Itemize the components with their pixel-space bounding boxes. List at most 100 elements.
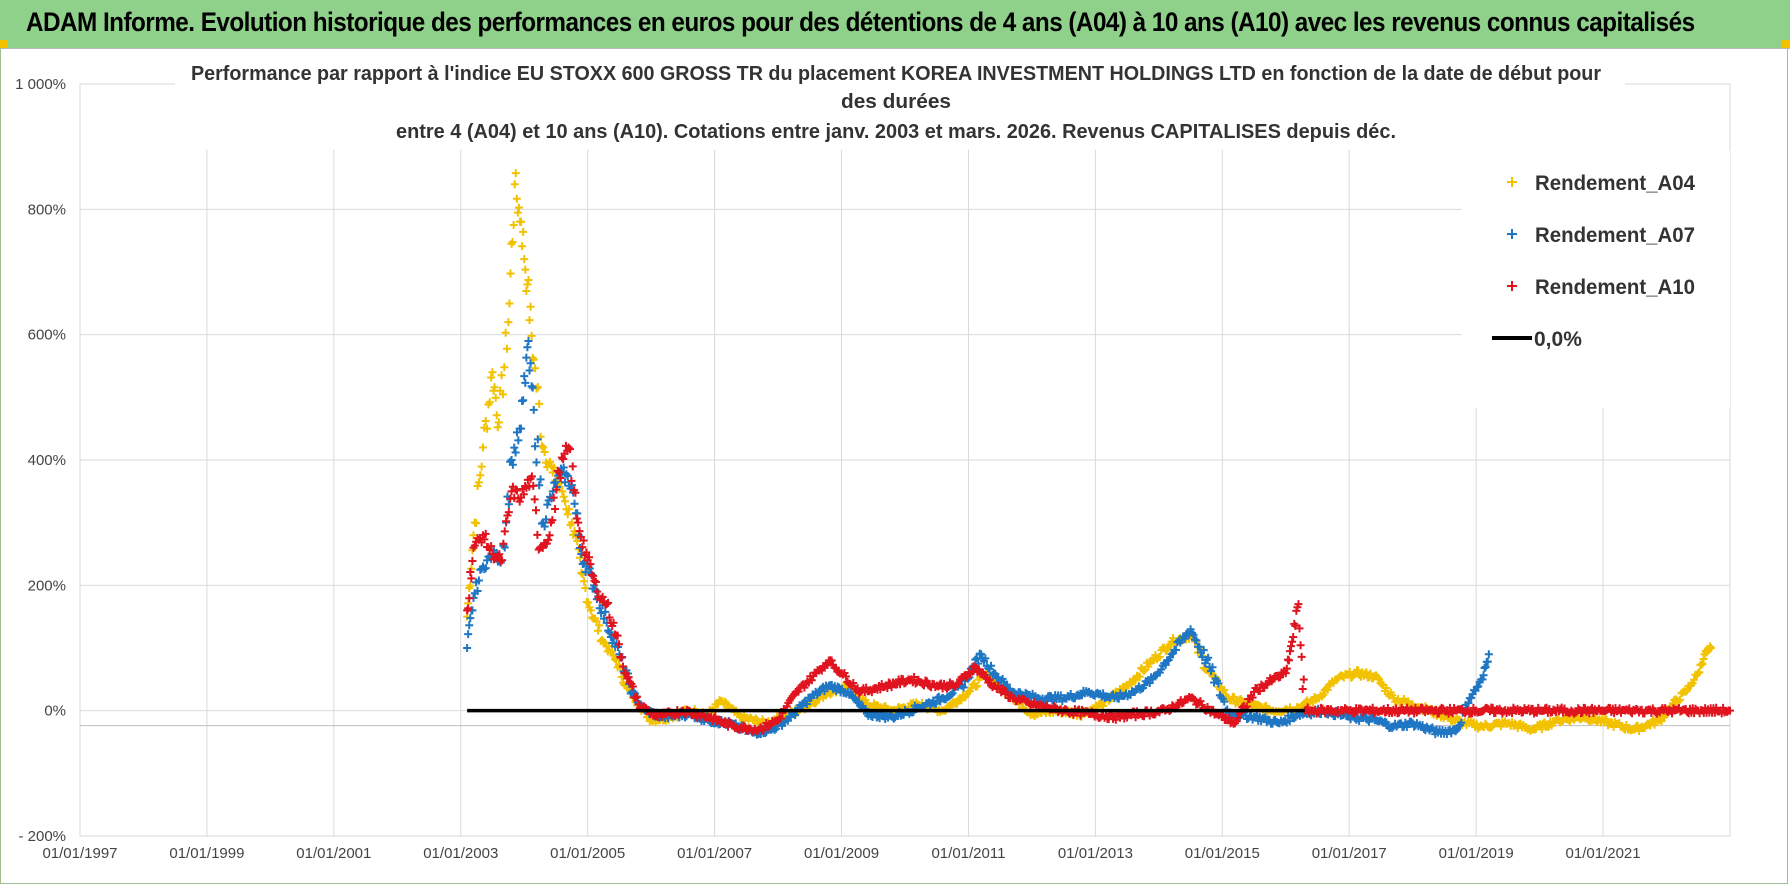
data-point-interp xyxy=(535,399,544,408)
data-point-interp xyxy=(519,227,528,236)
data-point-interp xyxy=(1382,684,1391,693)
data-point-interp xyxy=(628,682,637,691)
data-point-interp xyxy=(826,690,835,699)
data-point-interp xyxy=(617,653,626,662)
chart-title-line: entre 4 (A04) et 10 ans (A10). Cotations… xyxy=(396,121,1396,143)
data-point-interp xyxy=(721,697,730,706)
data-point-interp xyxy=(521,378,530,387)
x-tick-label: 01/01/2003 xyxy=(423,845,498,862)
data-point-interp xyxy=(525,316,534,325)
data-point xyxy=(1706,644,1715,652)
data-point-interp xyxy=(477,462,486,471)
data-point xyxy=(478,443,487,452)
data-point-interp xyxy=(566,445,575,454)
data-point-interp xyxy=(1127,680,1136,689)
x-tick-label: 01/01/1997 xyxy=(42,845,117,862)
data-point-interp xyxy=(1230,693,1239,702)
data-point-interp xyxy=(1144,662,1153,671)
data-point-interp xyxy=(947,690,956,699)
data-point-interp xyxy=(1111,715,1120,724)
data-point-interp xyxy=(476,471,485,480)
data-point xyxy=(494,418,503,427)
data-point-interp xyxy=(613,631,622,640)
data-point-interp xyxy=(540,448,549,457)
y-tick-label: 0% xyxy=(44,703,66,720)
data-point xyxy=(523,343,532,352)
x-tick-label: 01/01/2013 xyxy=(1058,845,1133,862)
data-point-interp xyxy=(1171,646,1180,655)
data-point-interp xyxy=(657,712,666,721)
data-point-interp xyxy=(538,543,547,552)
data-point-interp xyxy=(542,539,551,548)
data-point-interp xyxy=(548,516,557,525)
x-tick-label: 01/01/2005 xyxy=(550,845,625,862)
data-point-interp xyxy=(807,676,816,685)
data-point-interp xyxy=(1161,660,1170,669)
data-point-interp xyxy=(817,666,826,675)
data-point xyxy=(510,180,519,189)
data-point-interp xyxy=(559,455,568,463)
data-point-interp xyxy=(559,463,568,472)
data-point-interp xyxy=(1225,713,1234,722)
data-point-interp xyxy=(466,568,475,577)
data-point-interp xyxy=(1375,675,1384,684)
data-point xyxy=(586,606,595,615)
data-point-interp xyxy=(974,665,983,674)
data-point-interp xyxy=(1479,671,1488,680)
data-point-interp xyxy=(563,472,572,481)
data-point xyxy=(555,468,564,477)
data-point-interp xyxy=(581,568,590,577)
data-point-interp xyxy=(810,699,819,708)
y-tick-label: 800% xyxy=(28,201,66,218)
banner-corner-right xyxy=(1782,40,1790,48)
data-point-interp xyxy=(1199,646,1208,655)
data-point-interp xyxy=(519,490,528,499)
data-point-interp xyxy=(527,331,536,340)
data-point xyxy=(1294,600,1303,609)
data-point-interp xyxy=(1319,690,1328,699)
data-point-interp xyxy=(504,508,513,517)
data-point-interp xyxy=(812,698,821,707)
data-point-interp xyxy=(597,609,606,618)
data-point-interp xyxy=(552,485,561,494)
data-point-interp xyxy=(510,443,519,452)
data-point-interp xyxy=(601,607,610,616)
data-point-interp xyxy=(514,203,523,212)
data-point-interp xyxy=(506,269,515,278)
data-point-interp xyxy=(528,383,537,392)
data-point-interp xyxy=(802,700,811,709)
data-point-interp xyxy=(841,672,850,681)
data-point-interp xyxy=(757,726,766,735)
data-point-interp xyxy=(524,337,533,346)
data-point xyxy=(498,556,507,565)
data-point-interp xyxy=(599,614,608,623)
data-point-interp xyxy=(466,581,475,590)
data-point-interp xyxy=(474,478,483,487)
chart-title: Performance par rapport à l'indice EU ST… xyxy=(191,63,1601,143)
data-point-interp xyxy=(522,353,531,362)
data-point-interp xyxy=(487,542,496,551)
banner-corner-left xyxy=(0,40,8,48)
data-point-interp xyxy=(722,699,731,708)
data-point-interp xyxy=(1457,718,1466,727)
data-point xyxy=(977,650,986,659)
data-point-interp xyxy=(495,550,504,559)
data-point-interp xyxy=(575,553,584,562)
data-point-interp xyxy=(530,495,539,504)
legend-label: 0,0% xyxy=(1534,328,1582,351)
data-point-interp xyxy=(1297,652,1306,661)
data-point-interp xyxy=(1161,647,1170,656)
chart-title-line: des durées xyxy=(841,91,951,113)
data-point-interp xyxy=(493,423,502,432)
data-point-interp xyxy=(470,541,479,550)
data-point-interp xyxy=(549,493,558,502)
data-point-interp xyxy=(589,571,598,580)
data-point-interp xyxy=(1657,717,1666,726)
data-point xyxy=(1288,637,1297,646)
data-point-interp xyxy=(794,687,803,696)
data-point-interp xyxy=(567,476,576,485)
title-bg xyxy=(175,58,1625,150)
data-point-interp xyxy=(527,382,536,391)
data-point-interp xyxy=(483,556,492,565)
data-point-interp xyxy=(563,510,572,519)
